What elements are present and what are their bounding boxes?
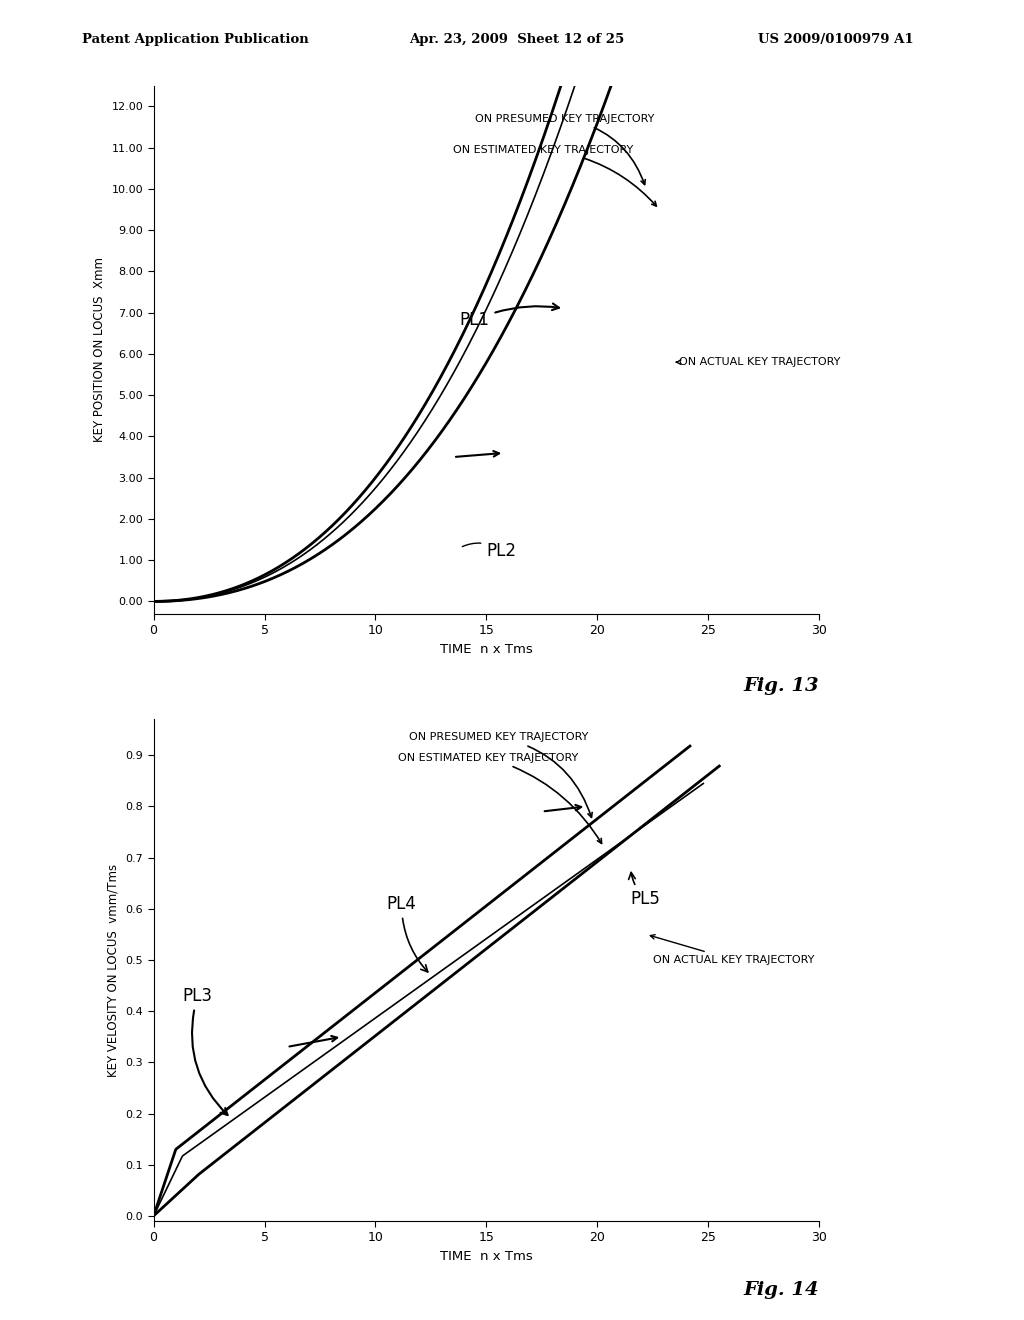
Text: PL4: PL4 [387, 895, 428, 972]
Text: Fig. 14: Fig. 14 [743, 1282, 819, 1299]
Text: Patent Application Publication: Patent Application Publication [82, 33, 308, 46]
Text: PL5: PL5 [629, 873, 660, 908]
X-axis label: TIME  n x Tms: TIME n x Tms [440, 643, 532, 656]
Y-axis label: KEY VELOSITY ON LOCUS  vmm/Tms: KEY VELOSITY ON LOCUS vmm/Tms [106, 863, 120, 1077]
Text: PL3: PL3 [182, 987, 227, 1115]
Text: Fig. 13: Fig. 13 [743, 677, 819, 696]
Text: ON ESTIMATED KEY TRAJECTORY: ON ESTIMATED KEY TRAJECTORY [453, 145, 656, 206]
Text: ON PRESUMED KEY TRAJECTORY: ON PRESUMED KEY TRAJECTORY [475, 114, 654, 185]
X-axis label: TIME  n x Tms: TIME n x Tms [440, 1250, 532, 1263]
Text: ON ACTUAL KEY TRAJECTORY: ON ACTUAL KEY TRAJECTORY [650, 935, 814, 965]
Text: ON PRESUMED KEY TRAJECTORY: ON PRESUMED KEY TRAJECTORY [409, 733, 592, 817]
Text: PL1: PL1 [460, 304, 559, 329]
Y-axis label: KEY POSITION ON LOCUS  Xmm: KEY POSITION ON LOCUS Xmm [93, 257, 105, 442]
Text: PL2: PL2 [462, 543, 516, 560]
Text: Apr. 23, 2009  Sheet 12 of 25: Apr. 23, 2009 Sheet 12 of 25 [410, 33, 625, 46]
Text: ON ESTIMATED KEY TRAJECTORY: ON ESTIMATED KEY TRAJECTORY [397, 752, 601, 843]
Text: US 2009/0100979 A1: US 2009/0100979 A1 [758, 33, 913, 46]
Text: ON ACTUAL KEY TRAJECTORY: ON ACTUAL KEY TRAJECTORY [676, 358, 841, 367]
